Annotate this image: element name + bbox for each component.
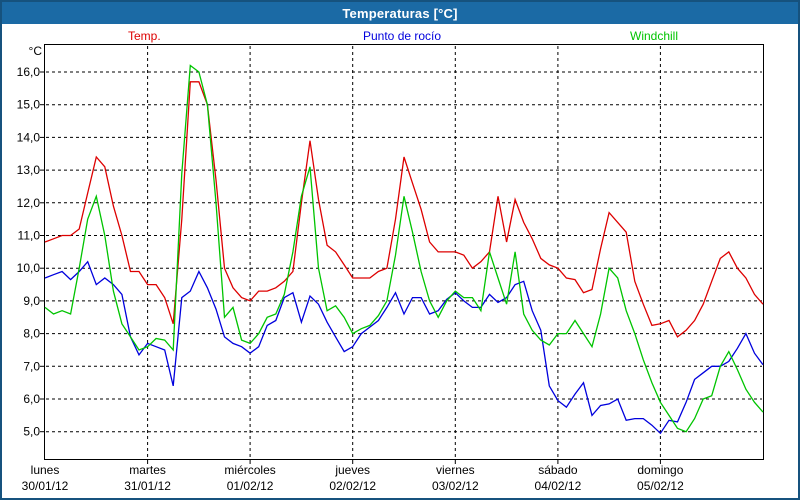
svg-text:7,0: 7,0 [23, 359, 40, 373]
svg-text:02/02/12: 02/02/12 [329, 479, 376, 493]
svg-text:13,0: 13,0 [17, 163, 41, 177]
windchill-line [44, 64, 764, 433]
svg-text:11,0: 11,0 [18, 229, 41, 243]
title-bar: Temperaturas [°C] [2, 2, 798, 24]
svg-text:sábado: sábado [538, 463, 578, 477]
legend-item-dew-point: Punto de rocío [363, 29, 442, 43]
svg-text:10,0: 10,0 [17, 261, 41, 275]
x-gridlines [147, 46, 661, 464]
svg-text:16,0: 16,0 [17, 65, 41, 79]
temperature-line [44, 81, 764, 338]
svg-text:05/02/12: 05/02/12 [637, 479, 684, 493]
y-gridlines [40, 71, 762, 433]
svg-text:domingo: domingo [637, 463, 683, 477]
svg-text:8,0: 8,0 [23, 327, 40, 341]
svg-text:lunes: lunes [31, 463, 60, 477]
plot-frame [44, 44, 764, 460]
x-axis-labels: lunes 30/01/12 martes 31/01/12 miércoles 01/0… [22, 463, 684, 493]
svg-text:5,0: 5,0 [23, 425, 40, 439]
svg-text:03/02/12: 03/02/12 [432, 479, 479, 493]
svg-text:6,0: 6,0 [23, 392, 40, 406]
svg-text:01/02/12: 01/02/12 [227, 479, 274, 493]
svg-text:miércoles: miércoles [224, 463, 275, 477]
legend-item-windchill: Windchill [630, 29, 679, 43]
legend-item-temp: Temp. [128, 29, 161, 43]
window-title: Temperaturas [°C] [342, 5, 458, 21]
svg-text:martes: martes [129, 463, 166, 477]
svg-text:12,0: 12,0 [17, 196, 41, 210]
svg-text:30/01/12: 30/01/12 [22, 479, 69, 493]
svg-text:31/01/12: 31/01/12 [124, 479, 171, 493]
svg-text:9,0: 9,0 [23, 294, 40, 308]
svg-text:14,0: 14,0 [17, 130, 41, 144]
y-axis-unit-label: °C [29, 44, 43, 58]
dew-point-line [44, 260, 764, 435]
svg-text:15,0: 15,0 [17, 98, 41, 112]
y-axis-labels: 16,0 15,0 14,0 13,0 12,0 11,0 10,0 9,0 8,0 7,0 6,0… [17, 44, 43, 439]
svg-text:04/02/12: 04/02/12 [535, 479, 582, 493]
svg-text:viernes: viernes [436, 463, 475, 477]
svg-text:jueves: jueves [334, 463, 370, 477]
